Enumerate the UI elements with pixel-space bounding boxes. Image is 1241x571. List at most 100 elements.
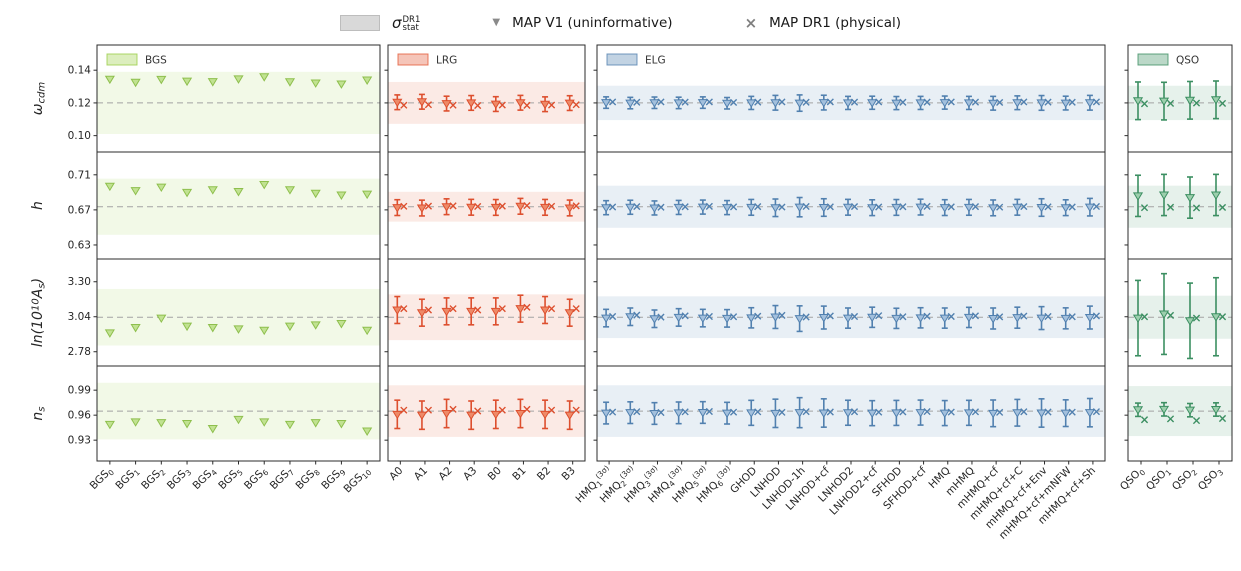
map-v1-marker <box>1184 96 1196 106</box>
map-v1-marker <box>1012 409 1023 418</box>
param-label-ln-as: ln(1010As) <box>30 278 48 347</box>
map-dr1-marker <box>1140 100 1149 108</box>
map-v1-marker <box>539 306 551 315</box>
map-v1-marker <box>1036 409 1047 418</box>
triangle-down-icon: ▼ <box>492 16 501 28</box>
map-v1-marker <box>336 80 347 89</box>
map-dr1-marker <box>802 408 810 416</box>
map-v1-marker <box>867 313 878 323</box>
cross-icon: × <box>744 14 758 32</box>
map-v1-marker <box>721 99 733 109</box>
map-v1-marker <box>564 411 575 421</box>
map-dr1-marker <box>1166 311 1175 319</box>
map-dr1-marker <box>609 408 617 416</box>
map-dr1-marker <box>923 407 931 416</box>
map-v1-marker <box>867 99 878 108</box>
map-dr1-marker <box>609 312 617 321</box>
map-v1-marker <box>915 314 926 323</box>
map-v1-marker <box>842 314 854 324</box>
map-v1-marker <box>515 202 526 212</box>
map-dr1-marker <box>705 407 713 416</box>
map-v1-marker <box>963 203 975 213</box>
map-v1-marker <box>601 99 612 108</box>
map-v1-marker <box>601 409 612 419</box>
panel-lrg-h <box>384 151 586 260</box>
map-dr1-marker <box>609 203 617 211</box>
map-dr1-marker <box>1092 202 1100 211</box>
map-dr1-marker <box>474 202 482 211</box>
map-dr1-marker <box>1218 313 1227 321</box>
map-v1-marker <box>441 410 452 419</box>
map-v1-marker <box>988 409 999 419</box>
panel-bgs-ln-as: 3.30 3.04 2.78 <box>68 258 381 367</box>
map-dr1-marker <box>633 98 641 106</box>
map-dr1-marker <box>498 305 506 313</box>
panel-elg-ln-as <box>593 258 1106 367</box>
panel-elg-n-s: HMQ1(3σ)HMQ2(3σ)HMQ3(3σ)HMQ4(3σ)HMQ5(3σ)… <box>574 365 1106 542</box>
map-dr1-marker <box>572 202 580 210</box>
map-v1-marker <box>1210 191 1222 200</box>
panel-lrg-ln-as <box>384 258 586 367</box>
map-v1-marker <box>392 306 403 315</box>
map-v1-marker <box>1184 406 1196 416</box>
map-v1-marker <box>310 79 321 88</box>
map-dr1-marker <box>424 202 433 210</box>
map-dr1-marker <box>400 305 408 313</box>
map-dr1-marker <box>850 202 859 211</box>
map-v1-marker <box>233 187 244 197</box>
map-v1-marker <box>104 182 115 192</box>
map-dr1-marker <box>1092 98 1100 106</box>
map-v1-marker <box>564 99 575 109</box>
map-dr1-marker <box>1140 204 1149 212</box>
tracer-label: LRG <box>436 55 457 67</box>
x-category-label: BGS0 <box>88 465 117 494</box>
map-dr1-marker <box>923 312 931 320</box>
map-dr1-marker <box>547 101 556 109</box>
x-category-label: BGS8 <box>293 465 322 494</box>
map-v1-marker <box>1184 194 1196 203</box>
map-dr1-marker <box>971 408 980 416</box>
map-v1-marker <box>1132 406 1144 415</box>
map-dr1-marker <box>971 98 980 106</box>
map-v1-marker <box>466 203 477 213</box>
map-v1-marker <box>988 204 999 213</box>
map-dr1-marker <box>1140 416 1149 424</box>
map-v1-marker <box>915 203 926 213</box>
map-dr1-marker <box>449 101 457 109</box>
map-dr1-marker <box>1192 416 1201 425</box>
map-dr1-marker <box>547 406 556 414</box>
map-dr1-marker <box>1218 99 1227 108</box>
map-v1-marker <box>697 203 708 213</box>
map-v1-marker <box>1012 203 1023 213</box>
map-dr1-marker <box>523 101 531 109</box>
map-v1-marker <box>963 99 975 108</box>
map-dr1-marker <box>778 311 786 319</box>
map-dr1-marker <box>947 98 955 106</box>
map-dr1-marker <box>449 305 457 313</box>
map-v1-marker <box>988 99 999 109</box>
map-v1-marker <box>770 204 781 213</box>
panel-qso-omega-cdm: QSO <box>1124 44 1233 153</box>
tracer-swatch-icon <box>106 53 138 66</box>
map-v1-marker <box>284 186 296 195</box>
map-v1-marker <box>564 309 575 318</box>
panel-lrg-omega-cdm: LRG <box>384 44 586 153</box>
map-v1-marker <box>697 409 708 418</box>
map-v1-marker <box>939 314 950 324</box>
map-dr1-marker <box>572 406 580 414</box>
map-dr1-marker <box>424 306 433 314</box>
map-v1-marker <box>721 409 733 419</box>
stat-band-sup: DR1 <box>402 15 421 25</box>
figure-legend: σ DR1 stat ▼ MAP V1 (uninformative) × MAP … <box>0 6 1241 40</box>
map-v1-marker <box>490 410 501 420</box>
map-v1-marker <box>362 190 373 200</box>
map-dr1-marker <box>850 98 859 106</box>
map-dr1-marker <box>729 203 738 211</box>
map-dr1-marker <box>875 203 883 211</box>
panel-border <box>1127 365 1233 462</box>
map-dr1-marker <box>400 101 408 109</box>
map-dr1-marker <box>1068 98 1076 106</box>
map-v1-marker <box>416 309 428 318</box>
x-category-label: B1 <box>510 465 528 483</box>
